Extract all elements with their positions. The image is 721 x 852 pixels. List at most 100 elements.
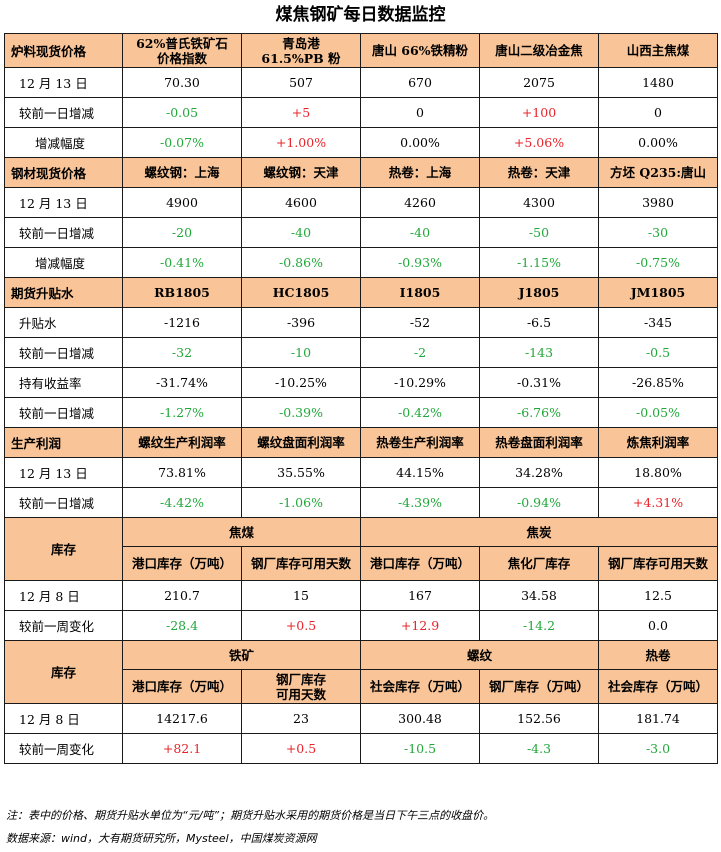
- value-cell: -31.74%: [122, 367, 242, 398]
- value-cell: 0.00%: [360, 127, 480, 158]
- section-title: 期货升贴水: [4, 277, 123, 308]
- column-header: 热卷盘面利润率: [479, 427, 599, 458]
- section-title: 生产利润: [4, 427, 123, 458]
- header-row: 钢材现货价格 螺纹钢：上海 螺纹钢：天津 热卷：上海 热卷：天津 方坯 Q235:唐山: [4, 157, 718, 188]
- value-cell: 152.56: [479, 703, 599, 734]
- value-cell: -4.39%: [360, 487, 480, 518]
- value-cell: -4.3: [479, 733, 599, 764]
- row-label: 较前一日增减: [4, 487, 123, 518]
- header-row: 港口库存（万吨） 钢厂库存 可用天数 社会库存（万吨） 钢厂库存（万吨） 社会库存（万吨）: [5, 669, 718, 704]
- value-cell: 70.30: [122, 67, 242, 98]
- column-header: 山西主焦煤: [598, 33, 718, 68]
- value-cell: -0.05%: [598, 397, 718, 428]
- value-cell: -0.86%: [241, 247, 361, 278]
- row-label: 较前一日增减: [4, 397, 123, 428]
- value-cell: -1.27%: [122, 397, 242, 428]
- unit-note: 注：表中的价格、期货升贴水单位为“元/吨”；期货升贴水采用的期货价格是当日下午三…: [6, 809, 495, 822]
- row-label: 较前一日增减: [4, 337, 123, 368]
- value-cell: -28.4: [122, 610, 242, 641]
- table-row: 持有收益率 -31.74% -10.25% -10.29% -0.31% -26.85%: [4, 367, 718, 398]
- header-line: 可用天数: [275, 686, 326, 702]
- group-header: 螺纹: [360, 640, 599, 670]
- column-header: 热卷生产利润率: [360, 427, 480, 458]
- row-label: 升贴水: [4, 307, 123, 338]
- value-cell: 2075: [479, 67, 599, 98]
- value-cell: 35.55%: [241, 457, 361, 488]
- row-label: 较前一日增减: [4, 97, 123, 128]
- value-cell: -0.93%: [360, 247, 480, 278]
- table-row: 升贴水 -1216 -396 -52 -6.5 -345: [4, 307, 718, 338]
- value-cell: -50: [479, 217, 599, 248]
- table-row: 增减幅度 -0.41% -0.86% -0.93% -1.15% -0.75%: [4, 247, 718, 278]
- value-cell: -20: [122, 217, 242, 248]
- header-line: 62%普氏铁矿石: [136, 35, 228, 51]
- value-cell: +1.00%: [241, 127, 361, 158]
- value-cell: +5: [241, 97, 361, 128]
- column-header: 港口库存（万吨）: [122, 669, 242, 704]
- value-cell: -10.5: [360, 733, 480, 764]
- column-header: 螺纹钢：天津: [241, 157, 361, 188]
- value-cell: 507: [241, 67, 361, 98]
- group-header: 铁矿: [122, 640, 361, 670]
- row-label: 较前一周变化: [4, 610, 123, 641]
- value-cell: -10.29%: [360, 367, 480, 398]
- header-line: 价格指数: [156, 50, 207, 66]
- monitor-table: 炉料现货价格 62%普氏铁矿石 价格指数 青岛港 61.5%PB 粉唐山 66%铁精粉唐…: [4, 33, 718, 764]
- value-cell: 23: [241, 703, 361, 734]
- value-cell: 4900: [122, 187, 242, 218]
- table-row: 12 月 13 日 4900 4600 4260 4300 3980: [4, 187, 718, 218]
- value-cell: -1.15%: [479, 247, 599, 278]
- column-header: 螺纹盘面利润率: [241, 427, 361, 458]
- column-header: 社会库存（万吨）: [360, 669, 480, 704]
- table-row: 12 月 13 日 73.81% 35.55% 44.15% 34.28% 18.80%: [4, 457, 718, 488]
- value-cell: -30: [598, 217, 718, 248]
- column-header: 螺纹钢：上海: [122, 157, 242, 188]
- table-row: 12 月 8 日 210.7 15 167 34.58 12.5: [4, 580, 718, 611]
- row-label: 12 月 13 日: [4, 67, 123, 98]
- value-cell: 15: [241, 580, 361, 611]
- value-cell: 210.7: [122, 580, 242, 611]
- header-row: 炉料现货价格 62%普氏铁矿石 价格指数 青岛港 61.5%PB 粉唐山 66%铁精粉唐…: [4, 33, 718, 68]
- value-cell: 0: [598, 97, 718, 128]
- value-cell: -396: [241, 307, 361, 338]
- value-cell: 181.74: [598, 703, 718, 734]
- value-cell: -0.94%: [479, 487, 599, 518]
- value-cell: +12.9: [360, 610, 480, 641]
- value-cell: -0.05: [122, 97, 242, 128]
- group-header: 焦炭: [360, 517, 718, 547]
- row-label: 较前一日增减: [4, 217, 123, 248]
- value-cell: +0.5: [241, 733, 361, 764]
- value-cell: -6.5: [479, 307, 599, 338]
- column-header: I1805: [360, 277, 480, 308]
- value-cell: -3.0: [598, 733, 718, 764]
- value-cell: 3980: [598, 187, 718, 218]
- value-cell: 14217.6: [122, 703, 242, 734]
- value-cell: -40: [360, 217, 480, 248]
- value-cell: 4300: [479, 187, 599, 218]
- table-row: 较前一周变化 -28.4 +0.5 +12.9 -14.2 0.0: [4, 610, 718, 641]
- column-header: 螺纹生产利润率: [122, 427, 242, 458]
- table-row: 较前一日增减 -32 -10 -2 -143 -0.5: [4, 337, 718, 368]
- value-cell: -52: [360, 307, 480, 338]
- column-header: RB1805: [122, 277, 242, 308]
- column-header: 焦化厂库存: [479, 546, 599, 581]
- value-cell: 73.81%: [122, 457, 242, 488]
- value-cell: 44.15%: [360, 457, 480, 488]
- section-title: 炉料现货价格: [4, 33, 123, 68]
- value-cell: 18.80%: [598, 457, 718, 488]
- column-header: 方坯 Q235:唐山: [598, 157, 718, 188]
- value-cell: -6.76%: [479, 397, 599, 428]
- column-header: 青岛港 61.5%PB 粉: [241, 33, 361, 68]
- row-label: 12 月 13 日: [4, 457, 123, 488]
- column-header: 热卷：天津: [479, 157, 599, 188]
- table-row: 12 月 8 日 14217.6 23 300.48 152.56 181.74: [4, 703, 718, 734]
- header-row: 库存 焦煤 焦炭: [4, 517, 718, 581]
- value-cell: -40: [241, 217, 361, 248]
- value-cell: -0.31%: [479, 367, 599, 398]
- row-label: 12 月 8 日: [4, 580, 123, 611]
- value-cell: 300.48: [360, 703, 480, 734]
- table-row: 较前一日增减 -0.05 +5 0 +100 0: [4, 97, 718, 128]
- row-label: 持有收益率: [4, 367, 123, 398]
- column-header: 钢厂库存可用天数: [241, 546, 361, 581]
- value-cell: -1216: [122, 307, 242, 338]
